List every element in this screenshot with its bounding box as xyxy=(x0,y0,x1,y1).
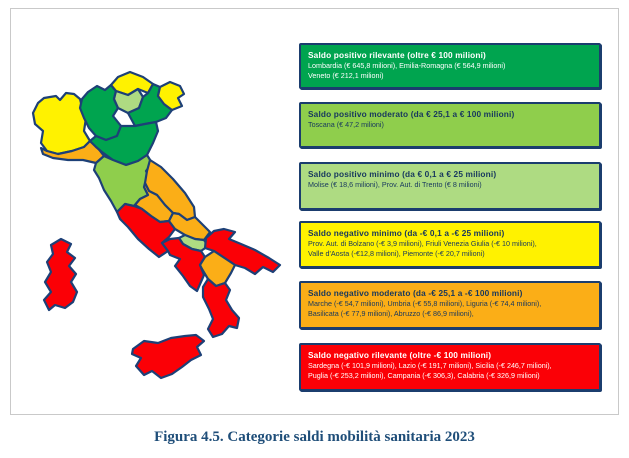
legend-region-values: Sardegna (-€ 101,9 milioni), Lazio (-€ 1… xyxy=(308,361,552,370)
legend-region-values: Marche (-€ 54,7 milioni), Umbria (-€ 55,… xyxy=(308,299,542,308)
legend-title: Saldo negativo moderato (da -€ 25,1 a -€… xyxy=(308,288,523,298)
legend-region-values: Lombardia (€ 645,8 milioni), Emilia-Roma… xyxy=(308,61,506,70)
legend-region-values: Molise (€ 18,6 milioni), Prov. Aut. di T… xyxy=(308,180,482,189)
legend-box-saldo-negativo-rilevante: Saldo negativo rilevante (oltre -€ 100 m… xyxy=(299,343,601,391)
region-sicilia xyxy=(130,333,206,380)
region-lazio xyxy=(115,202,177,259)
region-friuli xyxy=(156,80,186,112)
region-calabria xyxy=(201,277,241,339)
figure-caption: Figura 4.5. Categorie saldi mobilità san… xyxy=(154,429,475,445)
legend-box-saldo-negativo-minimo: Saldo negativo minimo (da -€ 0,1 a -€ 25… xyxy=(299,221,601,268)
region-veneto xyxy=(126,82,174,128)
region-piemonte-valle-daosta xyxy=(31,91,92,156)
legend-title: Saldo negativo minimo (da -€ 0,1 a -€ 25… xyxy=(308,228,505,238)
legend-title: Saldo positivo rilevante (oltre € 100 mi… xyxy=(308,50,486,60)
legend-title: Saldo positivo minimo (da € 0,1 a € 25 m… xyxy=(308,169,497,179)
region-campania xyxy=(160,236,207,293)
legend-region-values: Toscana (€ 47,2 milioni) xyxy=(308,120,384,129)
legend-title: Saldo negativo rilevante (oltre -€ 100 m… xyxy=(308,350,492,360)
legend-box-saldo-positivo-moderato: Saldo positivo moderato (da € 25,1 a € 1… xyxy=(299,102,601,148)
legend-title: Saldo positivo moderato (da € 25,1 a € 1… xyxy=(308,109,515,119)
legend-box-saldo-positivo-minimo: Saldo positivo minimo (da € 0,1 a € 25 m… xyxy=(299,162,601,210)
legend-box-saldo-positivo-rilevante: Saldo positivo rilevante (oltre € 100 mi… xyxy=(299,43,601,89)
legend-box-saldo-negativo-moderato: Saldo negativo moderato (da -€ 25,1 a -€… xyxy=(299,281,601,329)
legend-region-values: Valle d'Aosta (-€12,8 milioni), Piemonte… xyxy=(308,248,485,258)
region-sardegna xyxy=(42,237,79,312)
legend-region-values: Puglia (-€ 253,2 milioni), Campania (-€ … xyxy=(308,370,540,380)
legend-region-values: Basilicata (-€ 77,9 milioni), Abruzzo (-… xyxy=(308,308,474,318)
region-abruzzo xyxy=(167,211,212,242)
legend-region-values: Veneto (€ 212,1 milioni) xyxy=(308,70,384,80)
legend-region-values: Prov. Aut. di Bolzano (-€ 3,9 milioni), … xyxy=(308,239,537,248)
region-lombardia xyxy=(78,83,123,142)
